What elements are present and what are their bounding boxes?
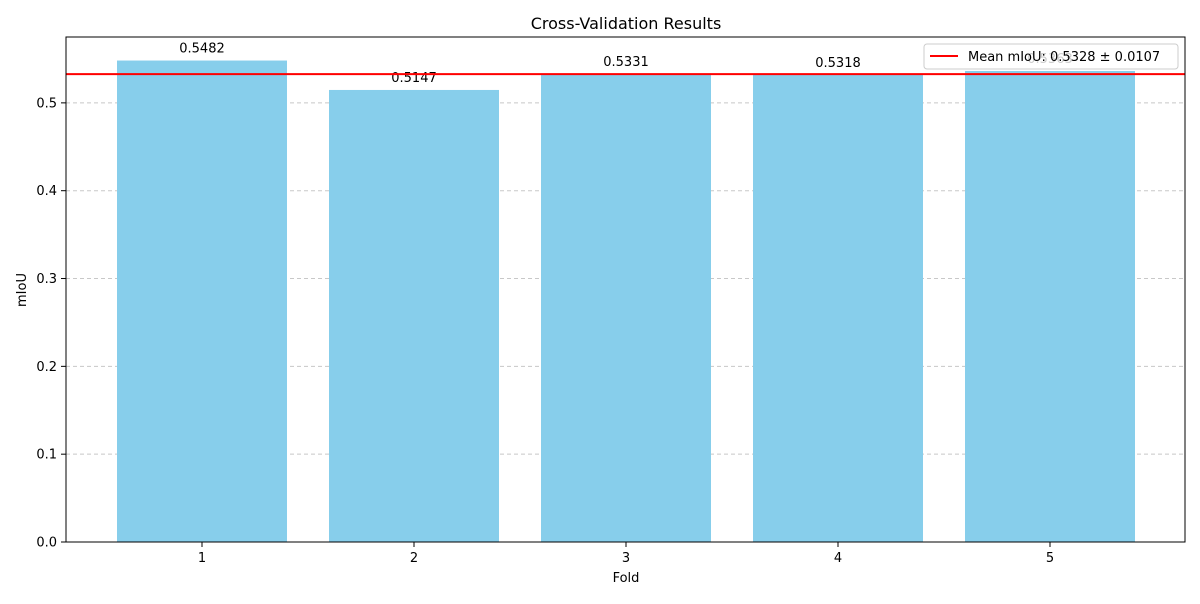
y-tick-label: 0.2 xyxy=(36,360,57,375)
bar-fold-3 xyxy=(541,73,711,542)
bar-value-label: 0.5331 xyxy=(603,55,649,70)
bar-fold-1 xyxy=(117,60,287,543)
y-tick-label: 0.3 xyxy=(36,272,57,287)
y-axis-ticks: 0.0 0.1 0.2 0.3 0.4 0.5 xyxy=(36,96,66,551)
y-tick-label: 0.5 xyxy=(36,96,57,111)
legend-box xyxy=(923,43,1179,70)
bar-value-label: 0.5318 xyxy=(815,56,861,71)
legend: Mean mIoU: 0.5328 ± 0.0107 xyxy=(923,43,1179,70)
y-tick-label: 0.4 xyxy=(36,184,57,199)
x-tick-label: 2 xyxy=(410,551,418,566)
y-tick-label: 0.0 xyxy=(36,536,57,551)
chart-title: Cross-Validation Results xyxy=(531,14,722,33)
y-tick-label: 0.1 xyxy=(36,448,57,463)
x-tick-label: 5 xyxy=(1046,551,1054,566)
bars xyxy=(117,60,1135,543)
x-tick-label: 1 xyxy=(198,551,206,566)
x-axis-label: Fold xyxy=(613,571,640,586)
x-tick-label: 4 xyxy=(834,551,842,566)
x-tick-label: 3 xyxy=(622,551,630,566)
legend-mean-label: Mean mIoU: 0.5328 ± 0.0107 xyxy=(968,50,1160,65)
y-axis-label: mIoU xyxy=(15,273,30,307)
bar-fold-2 xyxy=(329,89,499,542)
x-axis-ticks: 1 2 3 4 5 xyxy=(198,542,1054,566)
bar-value-label: 0.5482 xyxy=(179,42,225,57)
bar-fold-4 xyxy=(753,74,923,543)
bar-fold-5 xyxy=(965,70,1135,542)
